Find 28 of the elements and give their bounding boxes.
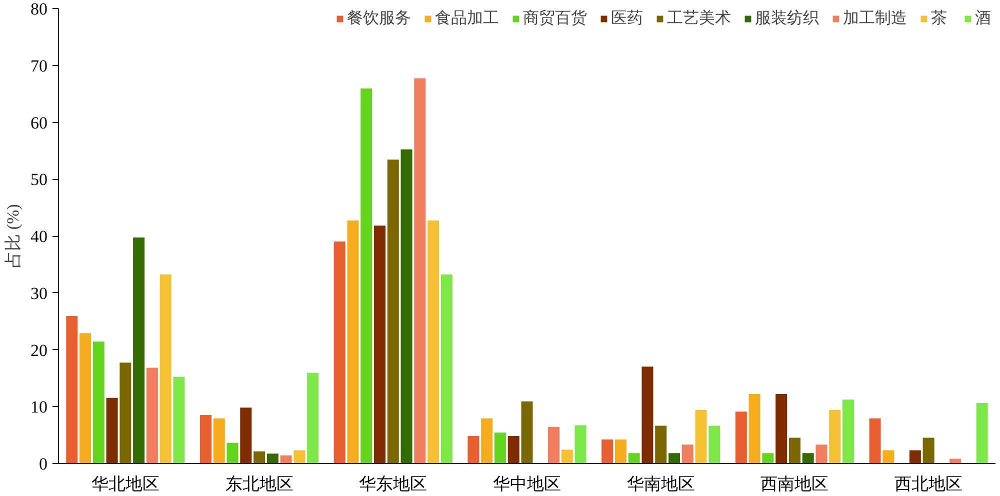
x-tick-label: 西南地区 xyxy=(760,474,829,494)
legend-label: 服装纺织 xyxy=(755,8,819,29)
x-tick-label: 东北地区 xyxy=(225,474,294,494)
legend-label: 加工制造 xyxy=(843,8,907,29)
legend-label: 工艺美术 xyxy=(667,8,731,29)
y-tick-label: 60 xyxy=(30,113,48,132)
legend-label: 商贸百货 xyxy=(523,8,587,29)
y-tick-label: 10 xyxy=(30,398,48,417)
y-tick-label: 50 xyxy=(30,170,48,190)
bar xyxy=(948,458,962,464)
y-tick-label: 30 xyxy=(30,284,48,303)
legend-label: 餐饮服务 xyxy=(347,8,411,29)
y-tick-label: 80 xyxy=(30,0,48,18)
legend-label: 医药 xyxy=(611,8,643,29)
x-tick-label: 华北地区 xyxy=(91,474,160,494)
x-tick-label: 华南地区 xyxy=(626,474,695,494)
x-tick-label: 华东地区 xyxy=(359,474,428,494)
y-axis-title: 占比 (%) xyxy=(4,204,22,268)
legend-label: 茶 xyxy=(931,8,948,29)
y-tick-label: 0 xyxy=(39,454,48,474)
y-tick-label: 70 xyxy=(30,56,48,76)
legend-label: 食品加工 xyxy=(435,8,499,29)
legend-label: 酒 xyxy=(975,9,992,29)
x-tick-label: 华中地区 xyxy=(493,474,561,494)
bar xyxy=(976,402,989,464)
y-tick-label: 40 xyxy=(30,227,48,246)
x-tick-label: 西北地区 xyxy=(894,474,963,494)
y-tick-label: 20 xyxy=(30,340,48,360)
